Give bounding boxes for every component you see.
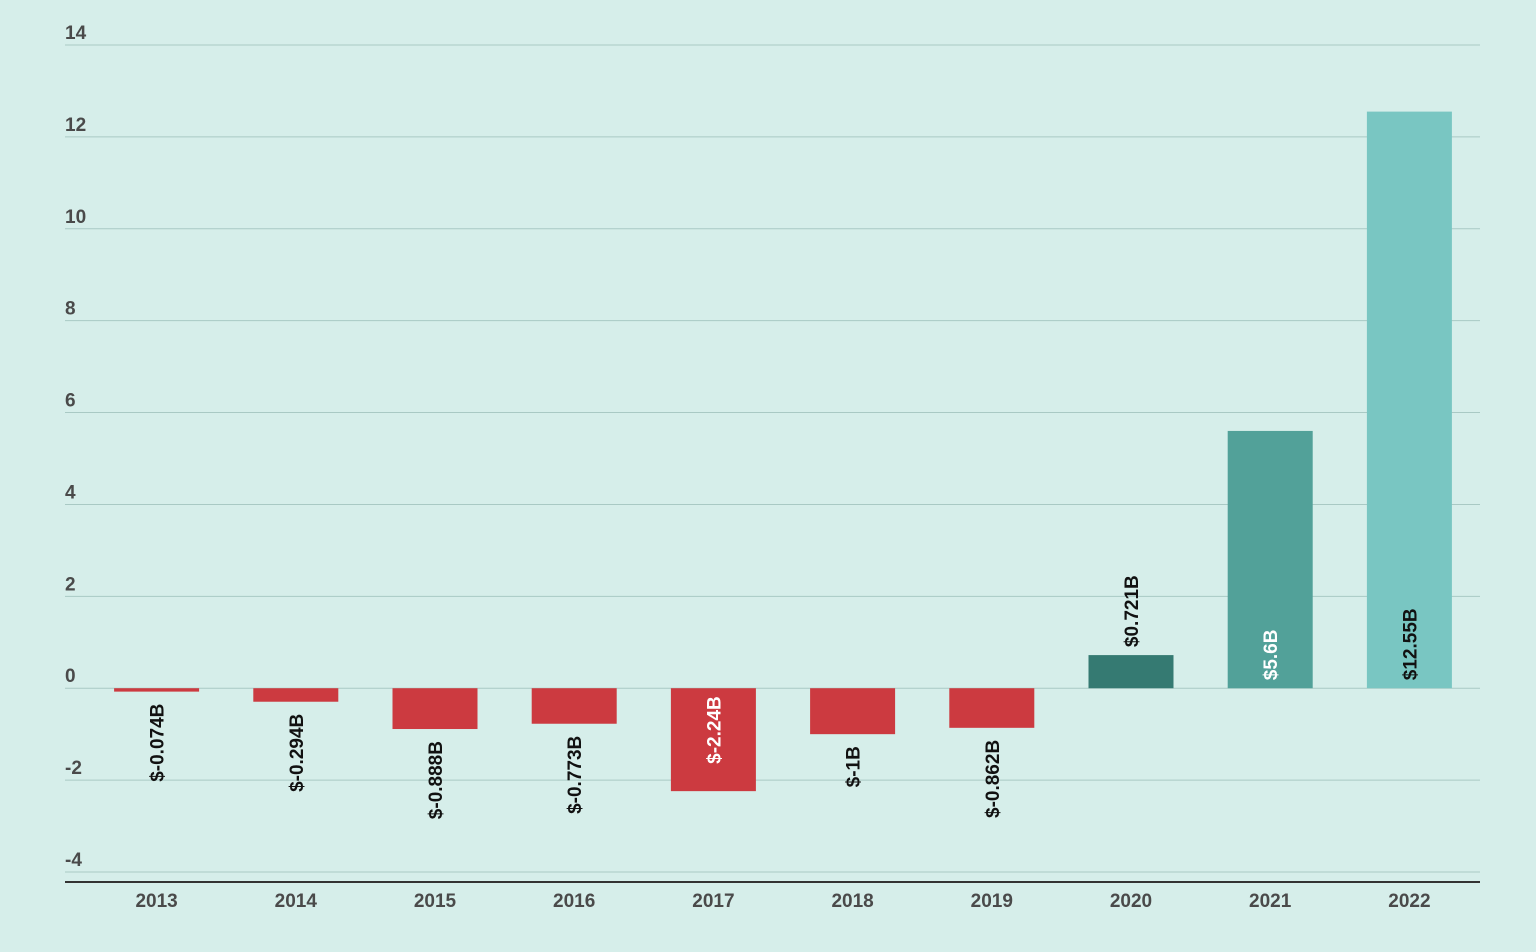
data-label-2021: $5.6B xyxy=(1261,630,1282,681)
data-label-2013: $-0.074B xyxy=(148,704,169,782)
data-label-2017: $-2.24B xyxy=(704,696,725,764)
y-tick-label: 2 xyxy=(65,574,76,595)
data-labels: $-0.074B $-0.294B $-0.888B $-0.773B $-2.24B $… xyxy=(148,575,1422,819)
y-tick-label: 14 xyxy=(65,23,87,44)
x-tick-label: 2016 xyxy=(553,891,595,912)
x-tick-label: 2017 xyxy=(692,891,734,912)
bar-2018 xyxy=(810,688,896,735)
bar-2017 xyxy=(670,688,756,792)
y-tick-label: 8 xyxy=(65,299,76,320)
y-tick-label: -4 xyxy=(65,850,82,871)
grid-lines xyxy=(65,44,1480,873)
data-label-2022: $12.55B xyxy=(1400,608,1421,680)
bars xyxy=(114,111,1452,792)
bar-2016 xyxy=(531,688,617,724)
x-tick-label: 2015 xyxy=(414,891,457,912)
data-label-2014: $-0.294B xyxy=(287,714,308,792)
data-label-2018: $-1B xyxy=(844,746,865,787)
y-tick-label: -2 xyxy=(65,758,82,779)
bar-2019 xyxy=(949,688,1035,728)
x-tick-label: 2020 xyxy=(1110,891,1152,912)
y-tick-label: 6 xyxy=(65,391,76,412)
axes: 14 12 10 8 6 4 2 0 -2 -4 2013 2014 2015 2016 2017 2018 2… xyxy=(65,23,1480,912)
bar-2015 xyxy=(392,688,478,730)
data-label-2020: $0.721B xyxy=(1122,575,1143,647)
x-tick-label: 2022 xyxy=(1388,891,1430,912)
bar-2022 xyxy=(1366,111,1452,689)
y-tick-label: 12 xyxy=(65,115,86,136)
data-label-2016: $-0.773B xyxy=(565,736,586,814)
bar-2013 xyxy=(114,688,200,692)
x-tick-label: 2019 xyxy=(971,891,1013,912)
x-tick-label: 2014 xyxy=(275,891,318,912)
x-tick-label: 2018 xyxy=(831,891,873,912)
bar-2020 xyxy=(1088,655,1174,689)
y-tick-label: 0 xyxy=(65,666,76,687)
x-tick-label: 2021 xyxy=(1249,891,1292,912)
data-label-2015: $-0.888B xyxy=(426,741,447,819)
y-tick-label: 10 xyxy=(65,207,86,228)
data-label-2019: $-0.862B xyxy=(983,740,1004,818)
y-tick-label: 4 xyxy=(65,482,76,503)
bar-2021 xyxy=(1227,430,1313,689)
bar-2014 xyxy=(253,688,339,702)
x-tick-label: 2013 xyxy=(135,891,177,912)
